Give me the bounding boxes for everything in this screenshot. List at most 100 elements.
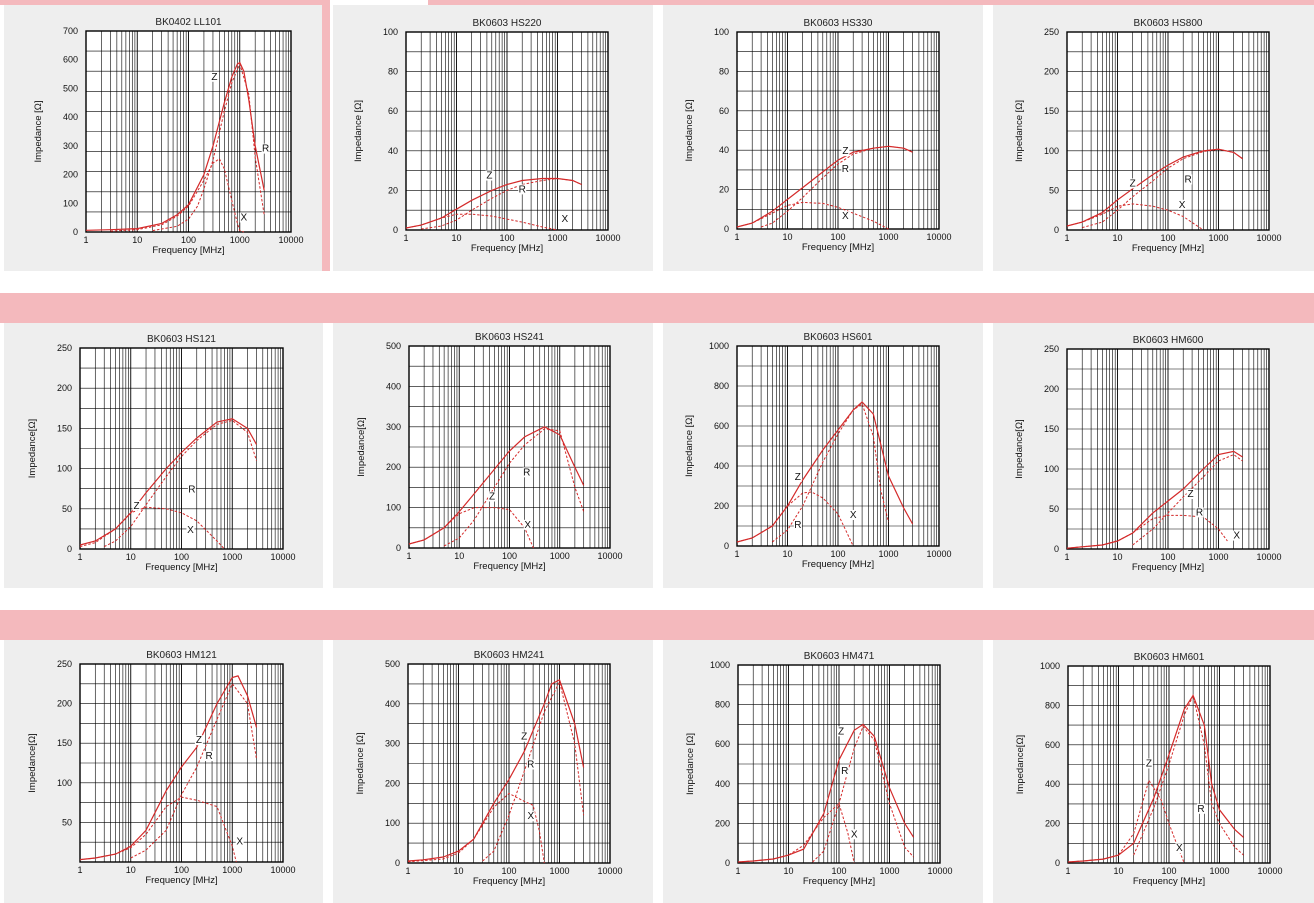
curve-label-bg bbox=[261, 143, 270, 154]
x-tick-label: 100 bbox=[1160, 552, 1175, 562]
curve-label-r: R bbox=[841, 766, 848, 777]
y-axis-label: Impedance [Ω] bbox=[355, 732, 366, 794]
curve-label-r: R bbox=[205, 751, 212, 762]
curve-label-r: R bbox=[262, 144, 269, 155]
curve-label-bg bbox=[840, 765, 849, 776]
x-tick-label: 1000 bbox=[1208, 233, 1228, 243]
x-tick-label: 100 bbox=[499, 233, 514, 243]
y-axis-label: Impedance [Ω] bbox=[684, 415, 695, 477]
curve-label-bg bbox=[488, 491, 497, 502]
y-tick-label: 150 bbox=[57, 738, 72, 748]
y-tick-label: 1000 bbox=[709, 341, 729, 351]
y-tick-label: 100 bbox=[1044, 146, 1059, 156]
y-axis-label: Impedance[Ω] bbox=[1014, 419, 1025, 478]
y-tick-label: 0 bbox=[724, 224, 729, 234]
series-x-line bbox=[405, 213, 558, 231]
x-tick-label: 100 bbox=[501, 866, 516, 876]
curve-label-x: X bbox=[524, 520, 531, 531]
series-r-line bbox=[152, 62, 265, 232]
y-tick-label: 250 bbox=[57, 659, 72, 669]
x-tick-label: 100 bbox=[831, 866, 846, 876]
curve-label-bg bbox=[235, 836, 244, 847]
y-tick-label: 200 bbox=[386, 462, 401, 472]
series-x-line bbox=[1066, 203, 1204, 231]
curve-label-bg bbox=[1144, 758, 1153, 769]
curve-label-bg bbox=[1175, 843, 1184, 854]
chart-title: BK0603 HS800 bbox=[1134, 18, 1203, 29]
y-tick-label: 100 bbox=[63, 198, 78, 208]
series-r-line bbox=[482, 680, 585, 862]
curve-label-bg bbox=[518, 184, 527, 195]
y-tick-label: 400 bbox=[385, 699, 400, 709]
y-tick-label: 0 bbox=[396, 543, 401, 553]
y-axis-label: Impedance [Ω] bbox=[1014, 100, 1025, 162]
y-tick-label: 60 bbox=[388, 106, 398, 116]
y-tick-label: 700 bbox=[63, 26, 78, 36]
curve-label-bg bbox=[1186, 489, 1195, 499]
y-tick-label: 100 bbox=[386, 503, 401, 513]
x-tick-label: 10000 bbox=[270, 865, 295, 875]
plot-frame bbox=[736, 31, 940, 230]
curve-label-bg bbox=[1196, 803, 1205, 814]
y-tick-label: 1000 bbox=[710, 660, 730, 670]
x-tick-label: 10000 bbox=[278, 235, 303, 245]
x-tick-label: 10 bbox=[782, 549, 792, 559]
x-axis-label: Frequency [MHz] bbox=[145, 562, 217, 573]
y-tick-label: 250 bbox=[1044, 344, 1059, 354]
y-axis-label: Impedance[Ω] bbox=[356, 417, 367, 476]
series-z-line bbox=[1066, 148, 1243, 227]
curve-label-bg bbox=[1178, 199, 1187, 210]
y-tick-label: 0 bbox=[725, 858, 730, 868]
x-tick-label: 10 bbox=[1112, 233, 1122, 243]
x-tick-label: 1000 bbox=[878, 549, 898, 559]
y-axis-label: Impedance [Ω] bbox=[353, 100, 364, 162]
x-tick-label: 1 bbox=[77, 865, 82, 875]
curve-label-bg bbox=[850, 829, 859, 840]
y-tick-label: 600 bbox=[1045, 740, 1060, 750]
x-tick-label: 1000 bbox=[1208, 552, 1228, 562]
curve-label-bg bbox=[194, 735, 203, 746]
plot-frame bbox=[736, 345, 940, 547]
x-tick-label: 100 bbox=[502, 551, 517, 561]
x-tick-label: 1000 bbox=[222, 552, 242, 562]
x-tick-label: 1000 bbox=[878, 232, 898, 242]
curve-label-z: Z bbox=[842, 146, 848, 157]
x-tick-label: 1 bbox=[83, 235, 88, 245]
y-tick-label: 400 bbox=[63, 112, 78, 122]
curve-label-z: Z bbox=[486, 171, 492, 182]
x-tick-label: 1 bbox=[1064, 552, 1069, 562]
plot-frame bbox=[1067, 665, 1271, 864]
y-tick-label: 200 bbox=[1045, 819, 1060, 829]
y-tick-label: 300 bbox=[385, 739, 400, 749]
plot-frame bbox=[85, 30, 292, 233]
x-axis-label: Frequency [MHz] bbox=[473, 876, 545, 887]
y-tick-label: 40 bbox=[388, 146, 398, 156]
y-tick-label: 100 bbox=[57, 464, 72, 474]
curve-label-r: R bbox=[794, 520, 801, 531]
curve-label-bg bbox=[526, 811, 535, 822]
series-r-line bbox=[1082, 148, 1243, 229]
x-axis-label: Frequency [MHz] bbox=[802, 559, 874, 570]
chart-title: BK0402 LL101 bbox=[155, 17, 222, 28]
curve-label-bg bbox=[793, 472, 802, 482]
y-tick-label: 600 bbox=[715, 739, 730, 749]
curve-label-x: X bbox=[851, 829, 858, 840]
y-axis-label: Impedance[Ω] bbox=[27, 419, 38, 478]
series-x-line bbox=[737, 802, 855, 864]
curve-label-r: R bbox=[519, 184, 526, 195]
x-tick-label: 10 bbox=[454, 551, 464, 561]
curve-label-z: Z bbox=[211, 72, 217, 83]
y-tick-label: 500 bbox=[385, 659, 400, 669]
chart-title: BK0603 HS241 bbox=[475, 332, 544, 343]
y-axis-label: Impedance[Ω] bbox=[1015, 735, 1026, 794]
series-x-line bbox=[79, 506, 225, 550]
chart-title: BK0603 HS601 bbox=[804, 332, 873, 343]
series-r-line bbox=[771, 403, 889, 543]
curve-label-bg bbox=[1195, 507, 1204, 518]
plot-frame bbox=[79, 347, 284, 550]
y-tick-label: 200 bbox=[715, 818, 730, 828]
header-band-1-left bbox=[0, 0, 322, 5]
y-tick-label: 400 bbox=[715, 779, 730, 789]
y-tick-label: 50 bbox=[1049, 185, 1059, 195]
curve-label-bg bbox=[1128, 178, 1137, 189]
